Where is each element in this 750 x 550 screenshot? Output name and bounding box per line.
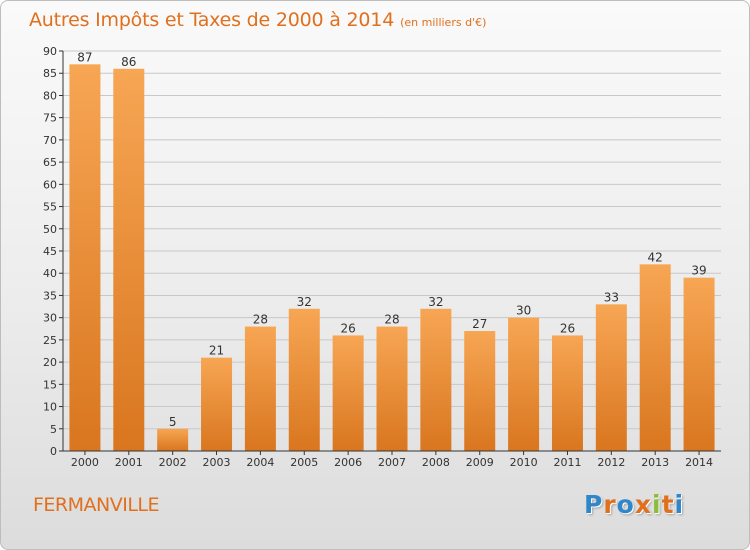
logo-letter: P: [584, 490, 604, 519]
bar-2013: [639, 264, 671, 451]
city-name: FERMANVILLE: [33, 494, 160, 516]
x-tick-label: 2001: [115, 456, 143, 469]
y-tick-label: 75: [43, 112, 57, 125]
bar-value-label: 5: [169, 415, 177, 429]
logo-letter: x: [634, 490, 652, 519]
x-tick-label: 2006: [334, 456, 362, 469]
bar-2005: [288, 308, 320, 451]
y-tick-label: 65: [43, 156, 57, 169]
y-tick-label: 45: [43, 245, 57, 258]
bars: 87 86 5 21 28 32 26 28 32 27 30 26 33 42 39: [69, 50, 715, 452]
logo-letter: i: [652, 490, 662, 519]
y-tick-label: 0: [50, 445, 57, 458]
y-tick-label: 10: [43, 401, 57, 414]
y-tick-label: 5: [50, 423, 57, 436]
bar-2002: [157, 428, 189, 451]
bar-2007: [376, 326, 408, 451]
x-tick-label: 2009: [466, 456, 494, 469]
bar-2001: [113, 68, 145, 452]
y-tick-label: 50: [43, 223, 57, 236]
axes: 0 5 10 15 20 25 30 35 40 45 50 55 60 65 70 75 80 85 90 2000…: [43, 45, 721, 469]
y-tick-label: 80: [43, 89, 57, 102]
y-tick-label: 90: [43, 45, 57, 58]
proxiti-logo[interactable]: Proxiti: [584, 490, 684, 519]
y-tick-label: 25: [43, 334, 57, 347]
bar-2011: [551, 335, 583, 451]
bar-value-label: 33: [604, 290, 619, 304]
logo-letter: r: [603, 490, 617, 519]
bar-value-label: 86: [121, 55, 136, 69]
bar-2010: [508, 317, 540, 451]
y-tick-label: 40: [43, 267, 57, 280]
bar-2003: [201, 357, 233, 451]
logo-letter: o: [616, 490, 635, 519]
bar-2014: [683, 277, 715, 451]
bar-value-label: 21: [209, 344, 224, 358]
logo-letter: t: [661, 490, 675, 519]
x-tick-label: 2013: [641, 456, 669, 469]
y-tick-label: 15: [43, 378, 57, 391]
bar-2008: [420, 308, 452, 451]
bar-2012: [595, 304, 627, 451]
bar-2009: [464, 331, 496, 451]
x-tick-label: 2010: [510, 456, 538, 469]
x-tick-label: 2005: [290, 456, 318, 469]
y-tick-label: 30: [43, 312, 57, 325]
bar-2004: [244, 326, 276, 451]
x-tick-label: 2000: [71, 456, 99, 469]
y-tick-label: 20: [43, 356, 57, 369]
bar-value-label: 32: [428, 295, 443, 309]
bar-value-label: 32: [297, 295, 312, 309]
bar-value-label: 27: [472, 317, 487, 331]
bar-2000: [69, 64, 101, 452]
y-tick-label: 60: [43, 178, 57, 191]
x-tick-label: 2008: [422, 456, 450, 469]
bar-value-label: 26: [340, 321, 355, 335]
chart-title: Autres Impôts et Taxes de 2000 à 2014 (en…: [29, 9, 486, 31]
y-tick-label: 35: [43, 289, 57, 302]
x-tick-label: 2012: [597, 456, 625, 469]
bar-value-label: 28: [384, 313, 399, 327]
x-tick-label: 2011: [553, 456, 581, 469]
x-tick-label: 2003: [203, 456, 231, 469]
bar-2006: [332, 335, 364, 451]
bar-value-label: 39: [691, 264, 706, 278]
chart-title-text: Autres Impôts et Taxes de 2000 à 2014: [29, 9, 395, 31]
bar-value-label: 28: [253, 313, 268, 327]
bar-value-label: 26: [560, 321, 575, 335]
y-tick-label: 70: [43, 134, 57, 147]
x-tick-label: 2004: [246, 456, 274, 469]
x-tick-label: 2014: [685, 456, 713, 469]
bar-value-label: 42: [648, 250, 663, 264]
logo-letter: i: [674, 490, 685, 519]
bar-value-label: 30: [516, 304, 531, 318]
x-tick-label: 2007: [378, 456, 406, 469]
y-tick-label: 55: [43, 201, 57, 214]
x-tick-label: 2002: [159, 456, 187, 469]
bar-value-label: 87: [77, 50, 92, 64]
y-tick-label: 85: [43, 67, 57, 80]
chart-subtitle: (en milliers d'€): [400, 16, 487, 29]
